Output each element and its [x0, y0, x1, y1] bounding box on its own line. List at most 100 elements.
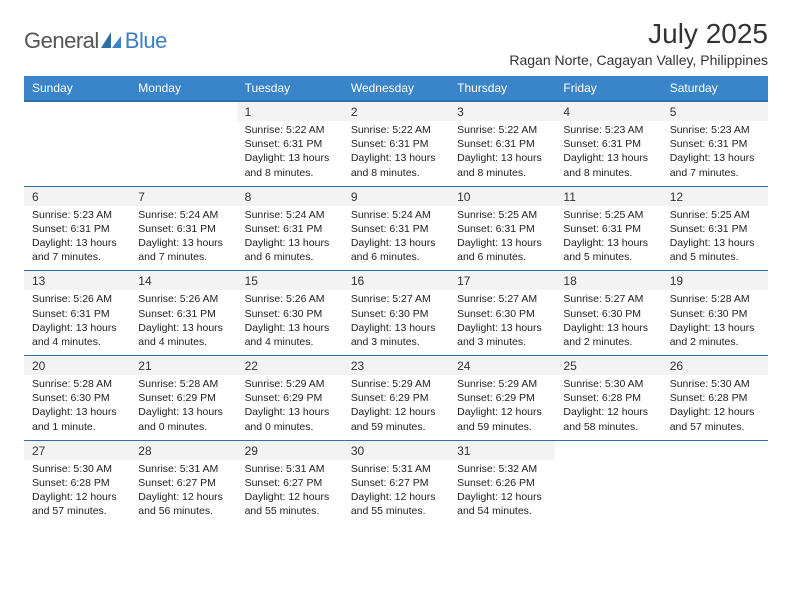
day-number: 16 [351, 274, 364, 288]
day-number: 14 [138, 274, 151, 288]
sunrise-line: Sunrise: 5:28 AM [138, 377, 228, 391]
sunset-line: Sunset: 6:29 PM [457, 391, 547, 405]
empty-cell [24, 121, 130, 186]
sunset-line: Sunset: 6:27 PM [138, 476, 228, 490]
day-number: 21 [138, 359, 151, 373]
daylight-line: Daylight: 13 hours and 3 minutes. [351, 321, 441, 349]
day-number-cell: 7 [130, 186, 236, 206]
day-detail-cell: Sunrise: 5:23 AMSunset: 6:31 PMDaylight:… [24, 206, 130, 271]
day-detail-cell: Sunrise: 5:30 AMSunset: 6:28 PMDaylight:… [555, 375, 661, 440]
empty-cell [130, 101, 236, 121]
day-detail-cell: Sunrise: 5:22 AMSunset: 6:31 PMDaylight:… [237, 121, 343, 186]
day-number: 5 [670, 105, 677, 119]
weekday-header: Saturday [662, 76, 768, 101]
daylight-line: Daylight: 13 hours and 5 minutes. [563, 236, 653, 264]
day-number: 6 [32, 190, 39, 204]
day-number: 15 [245, 274, 258, 288]
daylight-line: Daylight: 13 hours and 6 minutes. [457, 236, 547, 264]
sunset-line: Sunset: 6:31 PM [245, 222, 335, 236]
day-detail-cell: Sunrise: 5:30 AMSunset: 6:28 PMDaylight:… [662, 375, 768, 440]
day-number-cell: 6 [24, 186, 130, 206]
day-number-cell: 27 [24, 440, 130, 460]
brand-logo: General Blue [24, 18, 167, 54]
day-number-cell: 26 [662, 356, 768, 376]
daylight-line: Daylight: 13 hours and 8 minutes. [457, 151, 547, 179]
sunset-line: Sunset: 6:31 PM [457, 137, 547, 151]
day-number-cell: 1 [237, 101, 343, 121]
sunset-line: Sunset: 6:29 PM [245, 391, 335, 405]
sunset-line: Sunset: 6:28 PM [670, 391, 760, 405]
daylight-line: Daylight: 13 hours and 6 minutes. [351, 236, 441, 264]
day-detail-cell: Sunrise: 5:29 AMSunset: 6:29 PMDaylight:… [237, 375, 343, 440]
logo-text-blue: Blue [125, 28, 167, 54]
day-number-cell: 18 [555, 271, 661, 291]
sunrise-line: Sunrise: 5:29 AM [245, 377, 335, 391]
weekday-header: Thursday [449, 76, 555, 101]
sunrise-line: Sunrise: 5:31 AM [138, 462, 228, 476]
day-detail-cell: Sunrise: 5:25 AMSunset: 6:31 PMDaylight:… [449, 206, 555, 271]
day-number-cell: 9 [343, 186, 449, 206]
sunrise-line: Sunrise: 5:29 AM [457, 377, 547, 391]
sunrise-line: Sunrise: 5:23 AM [670, 123, 760, 137]
day-detail-cell: Sunrise: 5:22 AMSunset: 6:31 PMDaylight:… [449, 121, 555, 186]
sunrise-line: Sunrise: 5:25 AM [457, 208, 547, 222]
sunset-line: Sunset: 6:31 PM [670, 222, 760, 236]
day-detail-cell: Sunrise: 5:24 AMSunset: 6:31 PMDaylight:… [343, 206, 449, 271]
day-number-cell: 8 [237, 186, 343, 206]
sunrise-line: Sunrise: 5:30 AM [563, 377, 653, 391]
sunrise-line: Sunrise: 5:27 AM [563, 292, 653, 306]
day-data-row: Sunrise: 5:28 AMSunset: 6:30 PMDaylight:… [24, 375, 768, 440]
day-number: 29 [245, 444, 258, 458]
day-number: 9 [351, 190, 358, 204]
day-detail-cell: Sunrise: 5:25 AMSunset: 6:31 PMDaylight:… [662, 206, 768, 271]
empty-cell [130, 121, 236, 186]
empty-cell [555, 460, 661, 525]
day-detail-cell: Sunrise: 5:22 AMSunset: 6:31 PMDaylight:… [343, 121, 449, 186]
day-number-cell: 28 [130, 440, 236, 460]
calendar-head: SundayMondayTuesdayWednesdayThursdayFrid… [24, 76, 768, 101]
sunset-line: Sunset: 6:30 PM [32, 391, 122, 405]
logo-sail-icon [101, 32, 123, 50]
day-number: 31 [457, 444, 470, 458]
sunset-line: Sunset: 6:29 PM [351, 391, 441, 405]
day-number: 1 [245, 105, 252, 119]
daylight-line: Daylight: 13 hours and 0 minutes. [138, 405, 228, 433]
daylight-line: Daylight: 13 hours and 6 minutes. [245, 236, 335, 264]
day-number: 18 [563, 274, 576, 288]
sunset-line: Sunset: 6:31 PM [245, 137, 335, 151]
sunset-line: Sunset: 6:30 PM [245, 307, 335, 321]
day-number-row: 12345 [24, 101, 768, 121]
sunrise-line: Sunrise: 5:22 AM [351, 123, 441, 137]
daylight-line: Daylight: 12 hours and 54 minutes. [457, 490, 547, 518]
day-number: 8 [245, 190, 252, 204]
day-number: 25 [563, 359, 576, 373]
day-number-cell: 2 [343, 101, 449, 121]
logo-text-general: General [24, 28, 99, 54]
daylight-line: Daylight: 13 hours and 8 minutes. [351, 151, 441, 179]
sunset-line: Sunset: 6:30 PM [670, 307, 760, 321]
sunrise-line: Sunrise: 5:26 AM [245, 292, 335, 306]
calendar-table: SundayMondayTuesdayWednesdayThursdayFrid… [24, 76, 768, 524]
sunrise-line: Sunrise: 5:24 AM [245, 208, 335, 222]
day-detail-cell: Sunrise: 5:26 AMSunset: 6:31 PMDaylight:… [130, 290, 236, 355]
day-number-cell: 12 [662, 186, 768, 206]
sunset-line: Sunset: 6:31 PM [563, 222, 653, 236]
sunrise-line: Sunrise: 5:27 AM [351, 292, 441, 306]
empty-cell [555, 440, 661, 460]
daylight-line: Daylight: 13 hours and 8 minutes. [563, 151, 653, 179]
sunrise-line: Sunrise: 5:28 AM [32, 377, 122, 391]
daylight-line: Daylight: 13 hours and 2 minutes. [563, 321, 653, 349]
sunset-line: Sunset: 6:26 PM [457, 476, 547, 490]
weekday-header: Friday [555, 76, 661, 101]
day-data-row: Sunrise: 5:26 AMSunset: 6:31 PMDaylight:… [24, 290, 768, 355]
daylight-line: Daylight: 13 hours and 2 minutes. [670, 321, 760, 349]
daylight-line: Daylight: 13 hours and 4 minutes. [138, 321, 228, 349]
daylight-line: Daylight: 12 hours and 58 minutes. [563, 405, 653, 433]
empty-cell [662, 440, 768, 460]
day-detail-cell: Sunrise: 5:28 AMSunset: 6:30 PMDaylight:… [24, 375, 130, 440]
sunset-line: Sunset: 6:31 PM [670, 137, 760, 151]
day-detail-cell: Sunrise: 5:23 AMSunset: 6:31 PMDaylight:… [555, 121, 661, 186]
sunrise-line: Sunrise: 5:32 AM [457, 462, 547, 476]
daylight-line: Daylight: 12 hours and 57 minutes. [670, 405, 760, 433]
day-number-cell: 31 [449, 440, 555, 460]
